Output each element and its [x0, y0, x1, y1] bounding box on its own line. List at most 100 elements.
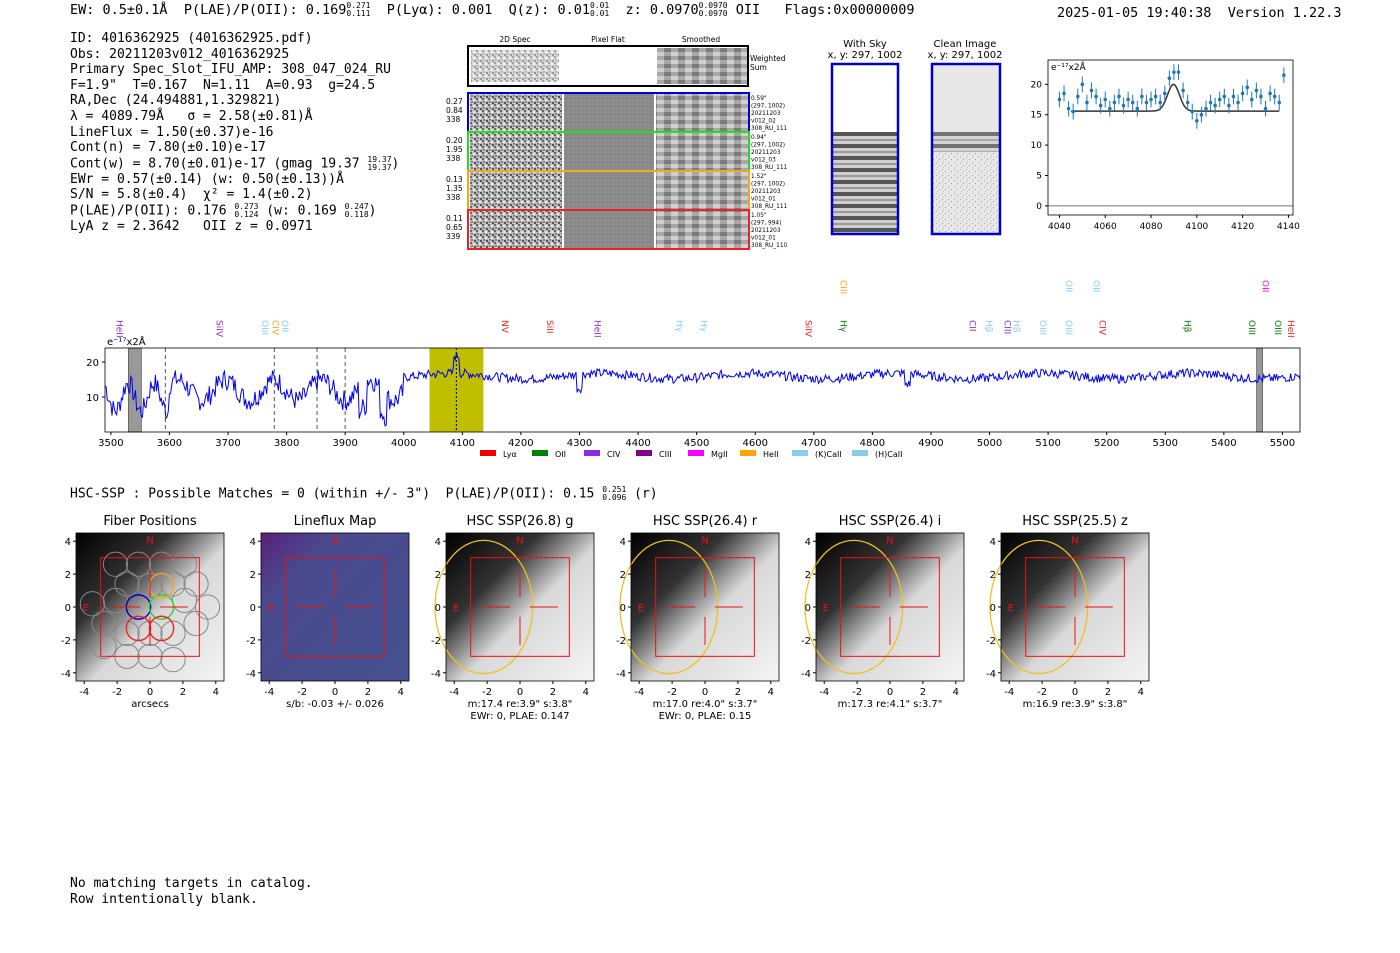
panel-xtick-label: 2 [1105, 687, 1111, 698]
zoom-data-point [1185, 100, 1190, 105]
spectrum-xtick-label: 5500 [1270, 438, 1295, 449]
row-right-5: 308_RU_111 [751, 165, 788, 171]
cutout-image [816, 533, 964, 681]
panel-xtick-label: 4 [583, 687, 589, 698]
panel-ytick-label: -2 [246, 636, 256, 647]
spectral-line-label: Hβ [983, 320, 993, 333]
fiber-circle [148, 551, 175, 577]
zoom-ytick-label: 20 [1031, 80, 1043, 90]
zoom-data-point [1062, 91, 1066, 96]
spectral-line-label: OIII [259, 320, 269, 335]
zoom-data-point [1172, 70, 1176, 74]
zoom-data-point [1245, 85, 1250, 90]
spectrum-xtick-label: 4500 [684, 438, 709, 449]
panel-xtick-label: -2 [112, 687, 122, 698]
panel-ytick-label: 0 [805, 603, 811, 614]
legend-label: Lyα [503, 450, 517, 459]
info-plae: P(LAE)/P(OII): 0.176 [70, 203, 227, 219]
row-right-2: (297, 994) [751, 221, 781, 227]
zoom-data-point [1199, 112, 1204, 117]
panel-xtick-label: 2 [920, 687, 926, 698]
spectrum-xtick-label: 3500 [98, 438, 123, 449]
panel-xtick-label: 0 [887, 687, 893, 698]
zoom-data-point [1098, 103, 1103, 108]
zoom-data-point [1282, 73, 1286, 77]
version: Version 1.22.3 [1227, 5, 1342, 21]
spectral-line-label: NV [499, 320, 509, 334]
spectral-line-label: Hβ [1181, 320, 1191, 333]
panel-xtick-label: -4 [264, 687, 274, 698]
spectrum-xtick-label: 5400 [1211, 438, 1236, 449]
zoom-xtick-label: 4100 [1185, 222, 1208, 232]
spectrum-ytick-label: 10 [86, 393, 99, 404]
north-label: N [701, 536, 708, 547]
detection-info: ID: 4016362925 (4016362925.pdf) Obs: 202… [70, 31, 399, 235]
row-left-2: 0.65 [446, 223, 463, 232]
cutout-2d [470, 94, 562, 131]
legend-swatch [688, 450, 704, 456]
zoom-data-point [1236, 100, 1240, 105]
zoom-data-point [1130, 100, 1135, 105]
zoom-fit-curve [1070, 83, 1280, 112]
search-box [1025, 557, 1125, 657]
panel-xtick-label: 0 [147, 687, 153, 698]
spectral-line-label: CIII [838, 280, 848, 294]
legend-label: OII [555, 450, 566, 459]
panel-ytick-label: -2 [616, 636, 626, 647]
zoom-data-point [1272, 94, 1277, 99]
panel-xtick-label: -2 [482, 687, 492, 698]
spectrum-xtick-label: 4300 [567, 438, 592, 449]
search-box [840, 557, 940, 657]
row-right-2: (297, 1002) [751, 104, 785, 110]
z-value: z: 0.0970 [625, 2, 699, 18]
zoom-data-point [1176, 70, 1181, 74]
hsc-panel: HSC SSP(25.5) z N E -4 -4 -2 -2 0 0 2 2 4 4 m:16.9 re… [986, 514, 1150, 710]
hsc-plae-lo: 0.096 [602, 493, 627, 502]
zoom-data-point [1094, 94, 1098, 99]
zoom-data-point [1080, 82, 1085, 87]
zoom-data-point [1259, 94, 1263, 99]
spectral-line-label: SiIV [214, 320, 224, 338]
spectrum-xtick-label: 4000 [391, 438, 416, 449]
panel-xlabel2: EWr: 0, PLAE: 0.147 [470, 711, 569, 722]
fiber-circle [160, 646, 186, 673]
row-left-2: 1.95 [446, 145, 463, 154]
cutout-2d [470, 211, 562, 248]
zoom-data-point [1231, 94, 1236, 99]
zoom-data-point [1149, 97, 1153, 102]
zoom-data-point [1066, 106, 1071, 111]
gmag-lo: 19.37 [367, 162, 392, 172]
spectral-line-label: CII [966, 320, 976, 332]
with-sky-xy: x, y: 297, 1002 [828, 50, 903, 61]
panel-xlabel: m:17.3 re:4.1" s:3.7" [838, 699, 943, 710]
hsc-title-text: HSC-SSP : Possible Matches = 0 (within +… [70, 486, 595, 502]
spectral-line-label: Hγ [698, 320, 708, 333]
info-lyaz: LyA z = 2.3642 OII z = 0.0971 [70, 219, 313, 235]
zoom-data-point [1254, 88, 1259, 93]
panel-xtick-label: -2 [852, 687, 862, 698]
zoom-data-point [1071, 109, 1075, 114]
spectral-line-label: CIII [1002, 320, 1012, 334]
row-right-4: v012_03 [751, 158, 776, 164]
panel-ytick-label: 4 [65, 537, 71, 548]
row-right-4: v012_01 [751, 197, 776, 203]
panel-ytick-label: -2 [801, 636, 811, 647]
zoom-data-point [1117, 94, 1121, 99]
panel-xtick-label: -4 [634, 687, 644, 698]
panel-xtick-label: 0 [1072, 687, 1078, 698]
panel-xtick-label: 2 [550, 687, 556, 698]
plae-value: P(LAE)/P(OII): 0.169 [183, 2, 347, 18]
spectrum-xtick-label: 3900 [332, 438, 357, 449]
spectrum-axes-frame [104, 347, 1301, 433]
full-spectrum-chart: 3500 3600 3700 3800 3900 4000 4100 4200 4300 4400… [86, 280, 1301, 459]
row-right-5: 308_RU_110 [751, 243, 788, 249]
zoom-data-point [1158, 100, 1162, 105]
info-plae-row: P(LAE)/P(OII): 0.176 0.273 0.124 (w: 0.16… [70, 202, 377, 220]
zoom-data-point [1249, 97, 1254, 102]
zoom-data-point [1057, 97, 1062, 102]
plya-value: P(Lyα): 0.001 [386, 2, 493, 18]
panel-xlabel: m:17.0 re:4.0" s:3.7" [653, 699, 758, 710]
east-label: E [268, 603, 274, 614]
